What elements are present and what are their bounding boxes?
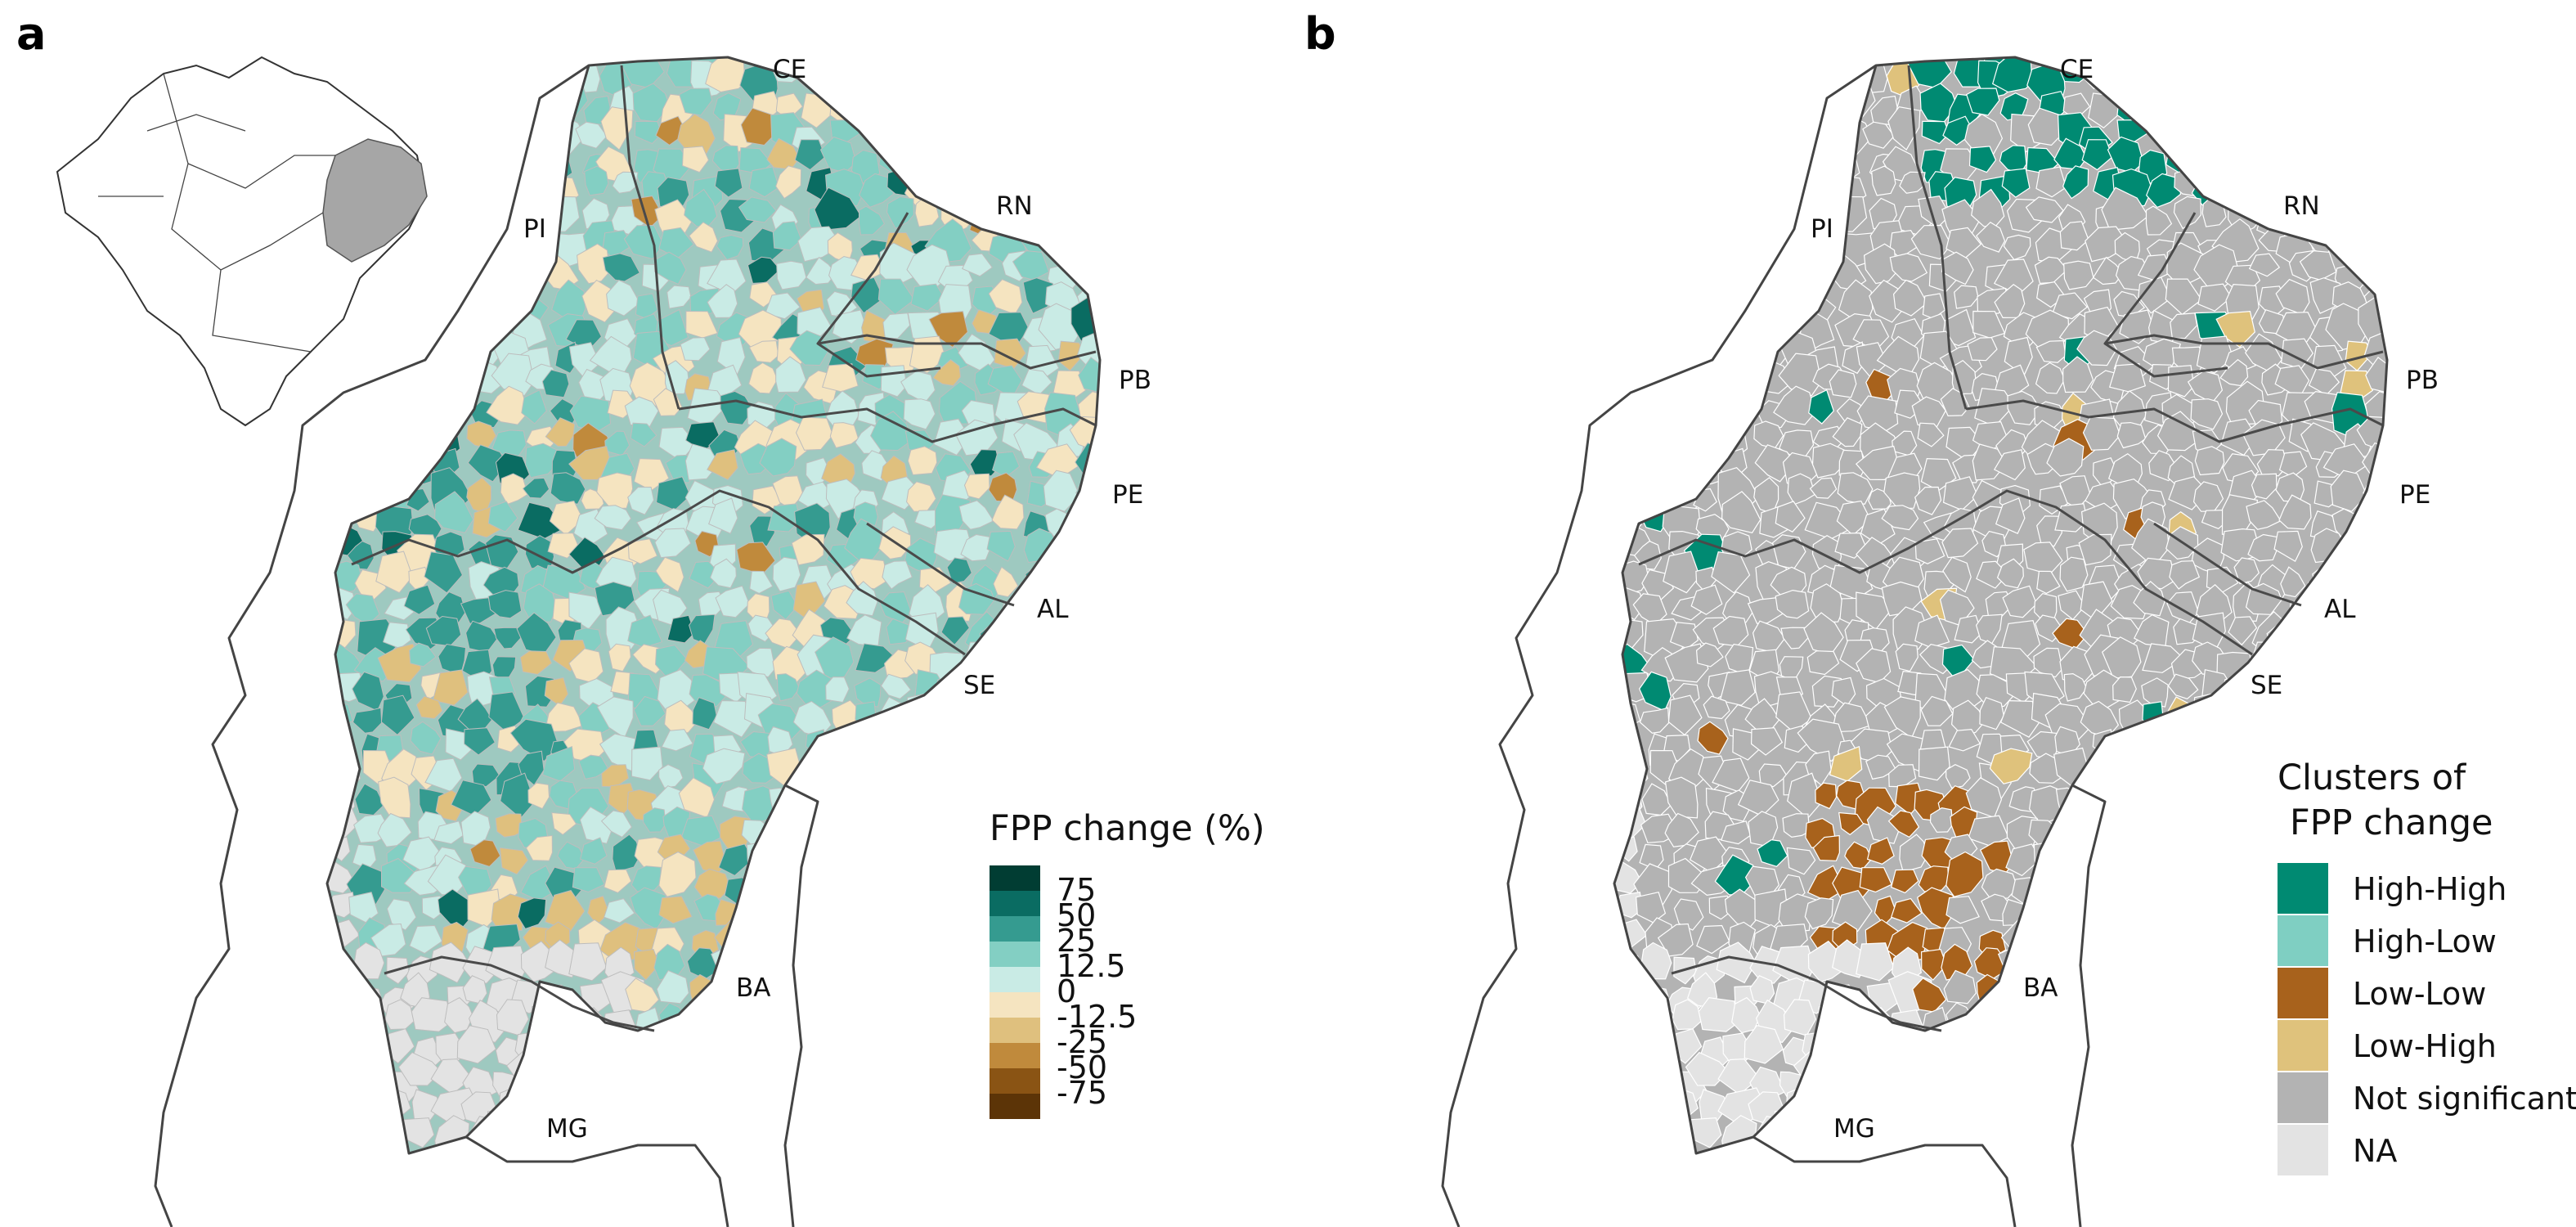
- state-label-pe-b: PE: [2399, 480, 2430, 510]
- legend-a-swatch-1: [990, 891, 1040, 916]
- panel-a-letter: a: [16, 8, 46, 60]
- state-label-rn: RN: [996, 191, 1033, 221]
- state-label-rn-b: RN: [2283, 191, 2320, 221]
- legend-a-label-7: -50: [1057, 1049, 1107, 1085]
- panel-b-letter: b: [1304, 8, 1336, 60]
- panel-b-map: CE RN PI PB PE AL SE BA MG Clusters of F…: [1441, 55, 2576, 1227]
- state-label-pb: PB: [1119, 366, 1151, 395]
- state-boundary-pe: [678, 399, 1097, 443]
- state-label-ba-b: BA: [2023, 973, 2058, 1003]
- state-boundary-ba-mg: [384, 955, 655, 1032]
- state-label-pe: PE: [1112, 480, 1143, 510]
- state-boundary-al-se: [866, 522, 1015, 607]
- state-label-mg-b: MG: [1833, 1114, 1875, 1144]
- brazil-inset-map: [56, 56, 428, 427]
- legend-a-swatch-5: [990, 992, 1040, 1018]
- legend-b-label-5: NA: [2353, 1133, 2397, 1169]
- state-boundary-pi-ba: [351, 489, 966, 656]
- state-boundary-ce-pi: [620, 65, 680, 410]
- legend-b-swatch-2: [2278, 968, 2328, 1018]
- panel-a-map: CE RN PI PB PE AL SE BA MG FPP change (%…: [56, 55, 1265, 1227]
- state-label-pi: PI: [523, 214, 546, 244]
- legend-b-swatch-0: [2278, 863, 2328, 914]
- legend-a-swatch-6: [990, 1018, 1040, 1043]
- legend-b-swatch-4: [2278, 1072, 2328, 1123]
- legend-b-title-line1: Clusters of: [2278, 757, 2466, 798]
- legend-b-label-3: Low-High: [2353, 1028, 2497, 1064]
- legend-b-label-4: Not significant: [2353, 1081, 2576, 1117]
- legend-a-swatch-2: [990, 916, 1040, 942]
- legend-a-label-4: 0: [1057, 973, 1076, 1009]
- legend-a-swatch-8: [990, 1068, 1040, 1094]
- legend-a-label-5: -12.5: [1057, 999, 1137, 1035]
- legend-a-title: FPP change (%): [990, 808, 1265, 849]
- legend-b-label-1: High-Low: [2353, 924, 2497, 960]
- legend-a-label-1: 50: [1057, 897, 1096, 933]
- legend-a-swatch-7: [990, 1043, 1040, 1068]
- state-label-ba: BA: [736, 973, 770, 1003]
- legend-b-label-0: High-High: [2353, 871, 2506, 907]
- state-label-mg: MG: [546, 1114, 588, 1144]
- state-label-se-b: SE: [2251, 671, 2282, 700]
- state-label-pi-b: PI: [1811, 214, 1833, 244]
- state-label-pb-b: PB: [2406, 366, 2439, 395]
- inset-highlight-northeast: [322, 138, 428, 263]
- legend-a-label-6: -25: [1057, 1024, 1107, 1060]
- neighbor-outline-west: [154, 64, 590, 1227]
- state-boundary-pb: [817, 334, 1097, 370]
- legend-a-swatch-9: [990, 1094, 1040, 1119]
- legend-b-title-line2: FPP change: [2290, 802, 2493, 843]
- legend-a-swatch-4: [990, 967, 1040, 992]
- legend-a-swatch-0: [990, 865, 1040, 891]
- legend-a-label-3: 12.5: [1057, 948, 1126, 984]
- neighbor-outline-south-b: [1752, 1135, 2017, 1227]
- neighbor-outline-south: [465, 1135, 729, 1227]
- state-label-al-b: AL: [2324, 595, 2356, 624]
- state-label-ce-b: CE: [2060, 55, 2094, 84]
- legend-a-label-8: -75: [1057, 1075, 1107, 1111]
- legend-b-swatch-1: [2278, 915, 2328, 966]
- state-label-al: AL: [1037, 595, 1069, 624]
- state-label-se: SE: [963, 671, 995, 700]
- legend-b-label-2: Low-Low: [2353, 976, 2486, 1012]
- neighbor-outline-west-b: [1441, 64, 1877, 1227]
- neighbor-outline-east-b: [2071, 784, 2107, 1227]
- legend-a-swatch-3: [990, 942, 1040, 967]
- legend-a-label-0: 75: [1057, 872, 1096, 908]
- legend-b-swatch-5: [2278, 1125, 2328, 1175]
- state-label-ce: CE: [773, 55, 806, 84]
- legend-b-swatch-3: [2278, 1020, 2328, 1071]
- legend-clusters: Clusters of FPP change High-High High-Low…: [2278, 757, 2576, 1175]
- neighbor-outline-east: [783, 784, 819, 1227]
- legend-a-label-2: 25: [1057, 923, 1096, 959]
